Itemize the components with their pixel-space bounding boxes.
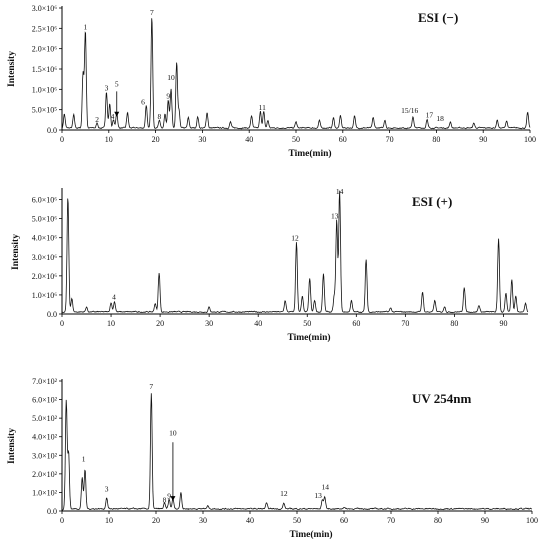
x-tick-label: 60 bbox=[339, 135, 347, 144]
x-tick-label: 100 bbox=[526, 516, 538, 525]
x-tick-label: 30 bbox=[205, 319, 213, 328]
x-tick-label: 30 bbox=[198, 135, 206, 144]
y-tick-label: 2.0×10⁶ bbox=[32, 272, 58, 281]
y-tick-label: 0.0 bbox=[47, 507, 57, 516]
x-tick-label: 40 bbox=[246, 516, 254, 525]
peak-label: 8 bbox=[163, 495, 167, 504]
peak-10-arrowhead bbox=[170, 496, 176, 501]
panel-esi-pos: 0 10 20 30 40 50 60 70 80 90 0.0 1.0×10⁶ 2.0×10⁶ 3.0×… bbox=[11, 187, 529, 343]
x-tick-label: 0 bbox=[60, 135, 64, 144]
x-tick-label: 70 bbox=[401, 319, 409, 328]
y-tick-label: 0.0 bbox=[47, 310, 57, 319]
peak-label: 3 bbox=[105, 83, 109, 92]
x-tick-label: 10 bbox=[107, 319, 115, 328]
peak-label: 12 bbox=[291, 233, 299, 242]
peak-label: 2 bbox=[95, 115, 99, 124]
peak-label: 10 bbox=[169, 429, 177, 438]
peak-label: 9 bbox=[166, 92, 170, 101]
peak-label: 1 bbox=[82, 455, 86, 464]
peak-label: 8 bbox=[157, 112, 161, 121]
peak-label: 10 bbox=[167, 73, 175, 82]
peak-label: 1 bbox=[84, 22, 88, 31]
peak-label: 12 bbox=[280, 489, 288, 498]
peak-label: 11 bbox=[259, 103, 266, 112]
y-axis-title: Intensity bbox=[7, 51, 17, 87]
x-tick-label: 60 bbox=[352, 319, 360, 328]
x-tick-label: 0 bbox=[60, 319, 64, 328]
peak-label: 5 bbox=[115, 79, 119, 88]
peak-label: 14 bbox=[336, 187, 344, 196]
x-tick-label: 80 bbox=[434, 516, 442, 525]
x-tick-label: 80 bbox=[450, 319, 458, 328]
y-tick-label: 5.0×10⁵ bbox=[32, 106, 58, 115]
y-tick-label: 1.0×10⁶ bbox=[32, 291, 58, 300]
peak-label: 15/16 bbox=[401, 106, 418, 115]
x-tick-label: 20 bbox=[156, 319, 164, 328]
y-tick-label: 6.0×10² bbox=[32, 396, 58, 405]
chromatogram-trace bbox=[61, 393, 533, 511]
peak-label: 7 bbox=[150, 8, 154, 17]
y-tick-label: 4.0×10² bbox=[32, 433, 58, 442]
y-tick-label: 3.0×10⁶ bbox=[32, 253, 58, 262]
y-tick-label: 3.0×10⁶ bbox=[32, 4, 58, 13]
x-axis-title: Time(min) bbox=[289, 529, 332, 540]
peak-label: 7 bbox=[149, 382, 153, 391]
y-axis-title: Intensity bbox=[11, 234, 21, 270]
peak-label: 3 bbox=[105, 484, 109, 493]
chromatogram-trace bbox=[61, 18, 531, 130]
y-tick-label: 1.5×10⁶ bbox=[32, 65, 58, 74]
x-tick-label: 20 bbox=[152, 135, 160, 144]
y-tick-label: 2.0×10² bbox=[32, 470, 58, 479]
y-tick-label: 6.0×10⁶ bbox=[32, 196, 58, 205]
x-axis-title: Time(min) bbox=[287, 332, 330, 343]
x-tick-label: 10 bbox=[105, 516, 113, 525]
x-tick-label: 20 bbox=[152, 516, 160, 525]
x-axis-title: Time(min) bbox=[288, 148, 331, 159]
peak-label: 13 bbox=[331, 211, 339, 220]
ionization-mode-label: UV 254nm bbox=[412, 391, 472, 406]
peak-5-arrowhead bbox=[114, 111, 120, 117]
x-tick-label: 90 bbox=[479, 135, 487, 144]
peak-label: 17 bbox=[426, 111, 434, 120]
peak-label: 18 bbox=[436, 114, 444, 123]
x-tick-label: 40 bbox=[254, 319, 262, 328]
y-tick-label: 3.0×10² bbox=[32, 451, 58, 460]
x-tick-label: 40 bbox=[245, 135, 253, 144]
x-tick-label: 30 bbox=[199, 516, 207, 525]
x-tick-label: 50 bbox=[292, 135, 300, 144]
chromatogram-trace bbox=[61, 190, 529, 314]
x-tick-label: 80 bbox=[432, 135, 440, 144]
y-tick-label: 5.0×10⁶ bbox=[32, 215, 58, 224]
y-tick-label: 7.0×10² bbox=[32, 377, 58, 386]
peak-label: 9 bbox=[167, 492, 171, 501]
peak-label: 4 bbox=[112, 293, 116, 302]
y-tick-label: 1.0×10⁶ bbox=[32, 85, 58, 94]
y-tick-label: 4.0×10⁶ bbox=[32, 234, 58, 243]
x-tick-label: 50 bbox=[303, 319, 311, 328]
ionization-mode-label: ESI (+) bbox=[412, 194, 452, 209]
y-tick-label: 1.0×10² bbox=[32, 488, 58, 497]
y-tick-label: 2.0×10⁶ bbox=[32, 45, 58, 54]
x-tick-label: 70 bbox=[386, 135, 394, 144]
peak-label: 13 bbox=[314, 491, 322, 500]
x-tick-label: 50 bbox=[293, 516, 301, 525]
panel-esi-neg: 0 10 20 30 40 50 60 70 80 90 100 0.0 5.0×10⁵ 1.0×10⁶ 1… bbox=[7, 4, 536, 159]
x-tick-label: 70 bbox=[387, 516, 395, 525]
x-tick-label: 90 bbox=[481, 516, 489, 525]
x-tick-label: 0 bbox=[60, 516, 64, 525]
x-tick-label: 100 bbox=[524, 135, 536, 144]
peak-label: 4 bbox=[111, 112, 115, 121]
y-tick-label: 0.0 bbox=[47, 126, 57, 135]
y-tick-label: 5.0×10² bbox=[32, 414, 58, 423]
ionization-mode-label: ESI (−) bbox=[418, 10, 458, 25]
y-tick-label: 2.5×10⁶ bbox=[32, 24, 58, 33]
x-tick-label: 60 bbox=[340, 516, 348, 525]
panel-uv: 0 10 20 30 40 50 60 70 80 90 100 0.0 1.0×10² 2.0×10² 3… bbox=[7, 377, 538, 540]
peak-label: 14 bbox=[321, 482, 329, 491]
x-tick-label: 90 bbox=[499, 319, 507, 328]
peak-label: 6 bbox=[141, 98, 145, 107]
y-axis-title: Intensity bbox=[7, 428, 17, 464]
x-tick-label: 10 bbox=[105, 135, 113, 144]
